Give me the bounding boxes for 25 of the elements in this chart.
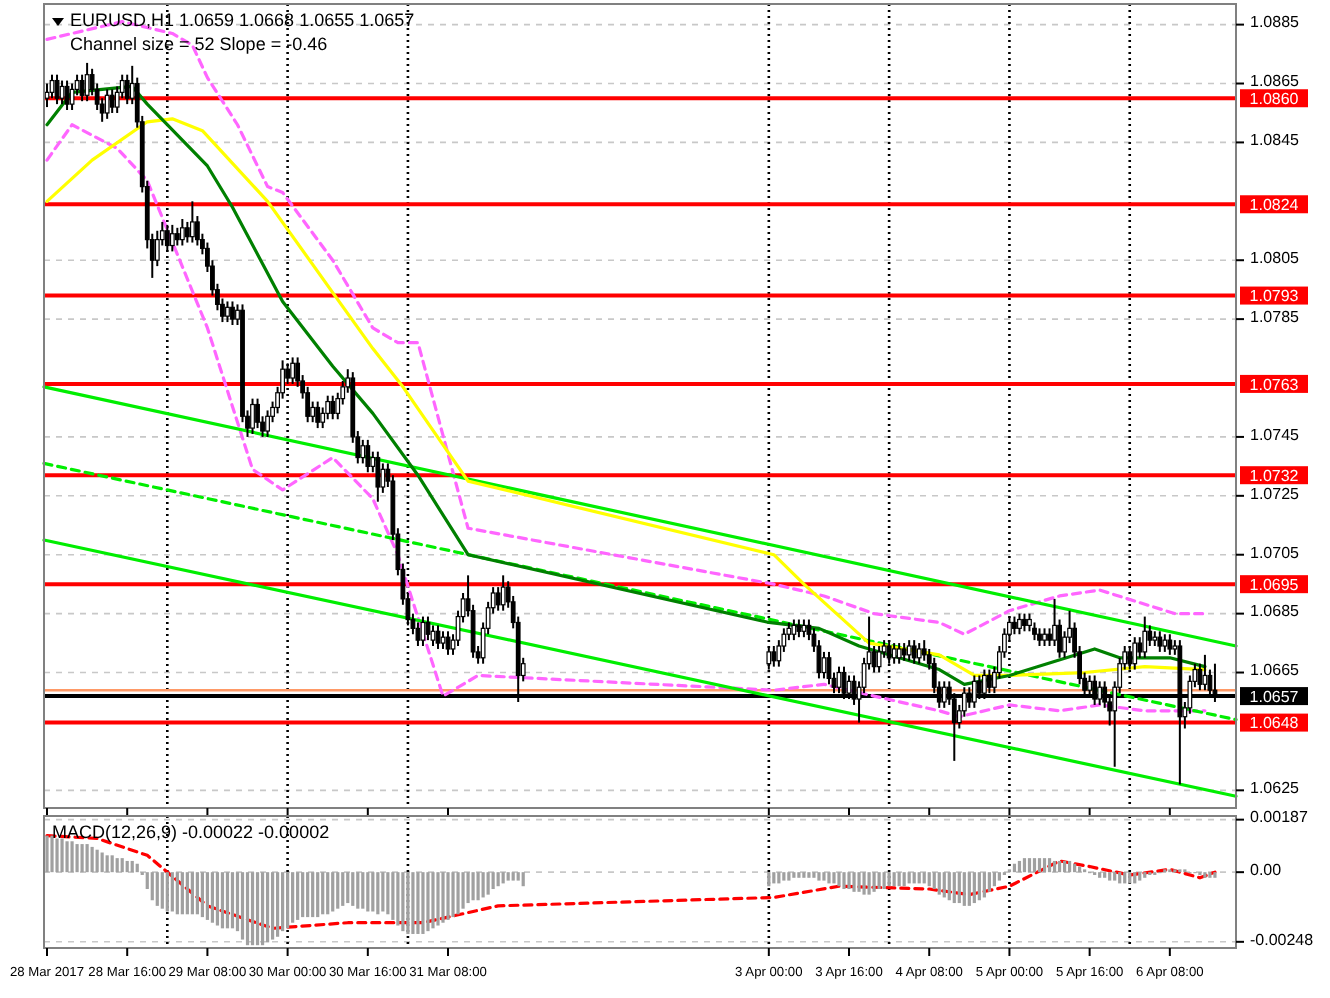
y-tick-label: 1.0705 xyxy=(1250,543,1301,562)
y-tick-label: 1.0785 xyxy=(1250,307,1301,326)
y-tick-label: 1.0665 xyxy=(1250,661,1301,680)
ref-line-label: 1.0860 xyxy=(1249,89,1300,108)
ref-line-label: 1.0657 xyxy=(1249,687,1300,706)
y-tick-label: -0.00248 xyxy=(1250,930,1315,949)
ref-line-label: 1.0695 xyxy=(1249,575,1300,594)
chart-title: EURUSD,H1 1.0659 1.0668 1.0655 1.0657 xyxy=(70,10,415,30)
text: Channel size = 52 Slope = -0.46 xyxy=(70,34,328,54)
y-tick-label: 1.0845 xyxy=(1250,131,1301,150)
ref-line-label: 1.0763 xyxy=(1249,375,1300,394)
y-tick-label: 1.0725 xyxy=(1250,484,1301,503)
y-tick-label: 1.0685 xyxy=(1250,602,1301,621)
y-tick-label: 1.0625 xyxy=(1250,779,1301,798)
y-tick-label: 0.00187 xyxy=(1250,808,1309,827)
ref-line-label: 1.0648 xyxy=(1249,714,1300,733)
ref-line-label: 1.0824 xyxy=(1249,195,1300,214)
y-tick-label: 1.0865 xyxy=(1250,72,1301,91)
y-tick-label: 0.00 xyxy=(1250,860,1283,879)
y-tick-label: 1.0745 xyxy=(1250,425,1301,444)
y-tick-label: 1.0885 xyxy=(1250,13,1301,32)
ref-line-label: 1.0793 xyxy=(1249,287,1300,306)
y-tick-label: 1.0805 xyxy=(1250,249,1301,268)
ref-line-label: 1.0732 xyxy=(1249,466,1300,485)
chart-title: MACD(12,26,9) -0.00022 -0.00002 xyxy=(52,822,330,842)
